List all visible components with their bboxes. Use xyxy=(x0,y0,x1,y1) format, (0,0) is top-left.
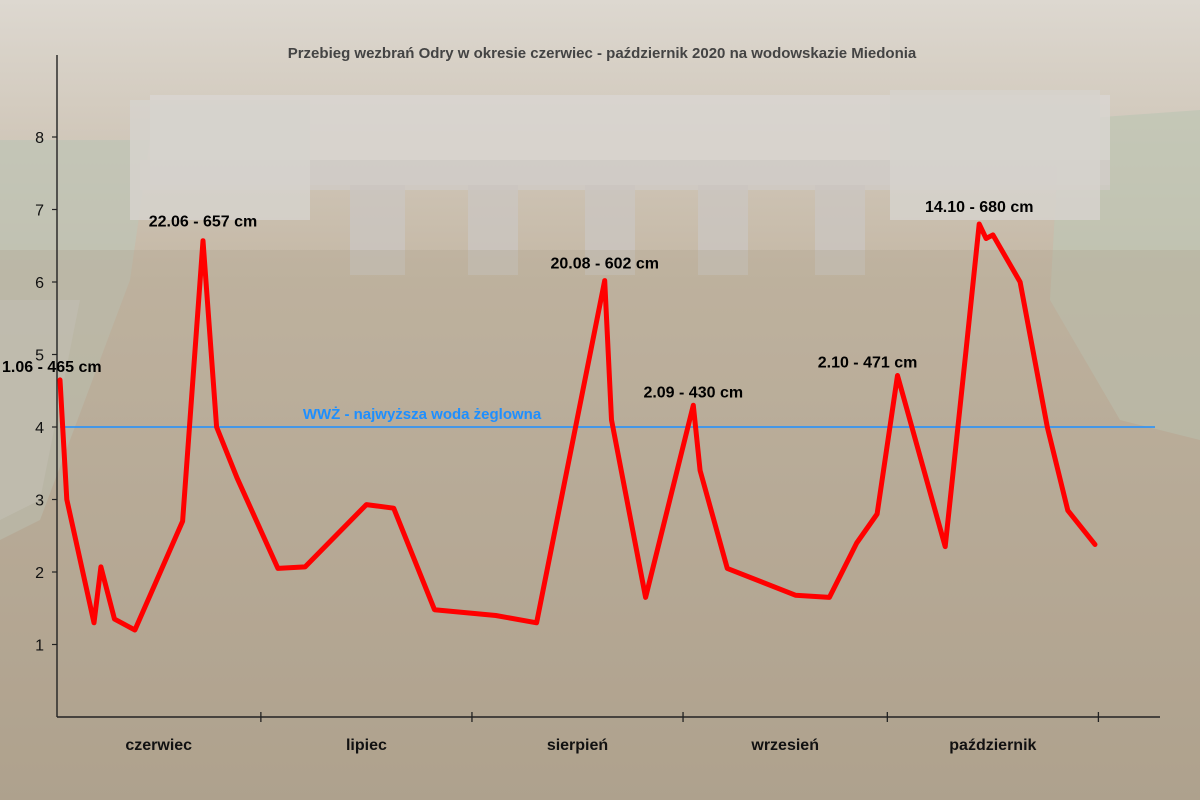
peak-annotation: 2.10 - 471 cm xyxy=(818,355,918,372)
y-tick-label: 4 xyxy=(35,420,44,437)
peak-annotation: 22.06 - 657 cm xyxy=(149,214,258,231)
y-tick-label: 3 xyxy=(35,493,44,510)
reference-line-group: WWŻ - najwyższa woda żeglowna xyxy=(60,406,1155,428)
month-label: sierpień xyxy=(547,737,608,754)
y-ticks: 1 2 3 4 5 6 7 8 xyxy=(35,130,57,655)
month-label: czerwiec xyxy=(125,737,192,754)
month-label: lipiec xyxy=(346,737,387,754)
y-tick-label: 6 xyxy=(35,275,44,292)
series-line xyxy=(57,221,1098,633)
y-tick-label: 2 xyxy=(35,565,44,582)
peak-annotation: 2.09 - 430 cm xyxy=(643,384,743,401)
peak-annotations: 1.06 - 465 cm 22.06 - 657 cm 20.08 - 602 c… xyxy=(2,199,1034,401)
x-ticks xyxy=(260,712,1100,722)
chart-title: Przebieg wezbrań Odry w okresie czerwiec… xyxy=(288,45,917,62)
peak-annotation: 20.08 - 602 cm xyxy=(550,256,659,273)
axes xyxy=(56,55,1160,718)
peak-annotation: 1.06 - 465 cm xyxy=(2,359,102,376)
series-group xyxy=(57,221,1098,633)
peak-annotation: 14.10 - 680 cm xyxy=(925,199,1034,216)
month-labels: czerwiec lipiec sierpień wrzesień październi… xyxy=(125,737,1036,754)
reference-line-label: WWŻ - najwyższa woda żeglowna xyxy=(303,406,542,423)
y-tick-label: 1 xyxy=(35,638,44,655)
y-tick-label: 8 xyxy=(35,130,44,147)
month-label: październik xyxy=(949,737,1036,754)
y-tick-label: 5 xyxy=(35,348,44,365)
month-label: wrzesień xyxy=(750,737,819,754)
y-tick-label: 7 xyxy=(35,203,44,220)
